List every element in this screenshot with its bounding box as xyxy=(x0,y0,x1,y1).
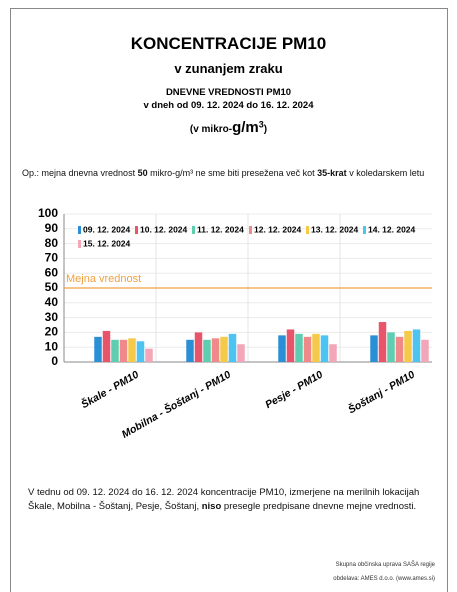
conclusion-text: V tednu od 09. 12. 2024 do 16. 12. 2024 … xyxy=(28,487,420,512)
conclusion-text: presegle predpisane dnevne mejne vrednos… xyxy=(221,501,417,512)
y-tick-label: 70 xyxy=(45,251,59,265)
unit-text: (v mikro- xyxy=(189,124,233,135)
legend-swatch xyxy=(192,226,195,234)
bar xyxy=(295,333,303,362)
bar xyxy=(102,330,111,362)
note-text: Op.: mejna dnevna vrednost xyxy=(22,168,138,178)
heading: DNEVNE VREDNOSTI PM10 xyxy=(165,87,292,98)
unit-text: 3 xyxy=(258,119,264,130)
note: Op.: mejna dnevna vrednost 50 mikro-g/m³… xyxy=(22,166,452,180)
footer: Skupna občinska uprava SAŠA regije xyxy=(335,562,435,568)
bar xyxy=(303,336,312,362)
x-tick-label: Škale - PM10 xyxy=(79,368,141,411)
bar xyxy=(404,330,412,362)
bar xyxy=(194,332,203,362)
bar xyxy=(111,339,119,362)
bar xyxy=(237,344,245,362)
note-text: v koledarskem letu xyxy=(346,168,425,178)
bar xyxy=(220,336,228,362)
note-text: 35-krat xyxy=(317,168,347,178)
legend-label: 10. 12. 2024 xyxy=(140,224,188,234)
y-tick-label: 50 xyxy=(45,280,59,294)
bar xyxy=(412,329,421,362)
legend-swatch xyxy=(306,226,309,234)
footer: obdelava: AMES d.o.o. (www.ames.si) xyxy=(333,576,435,582)
y-tick-label: 40 xyxy=(45,295,59,309)
y-tick-label: 0 xyxy=(51,354,58,368)
bar xyxy=(136,341,145,362)
bar xyxy=(203,339,211,362)
bar xyxy=(211,338,220,362)
legend-label: 15. 12. 2024 xyxy=(83,238,131,248)
y-tick-label: 90 xyxy=(45,221,59,235)
bar xyxy=(329,344,337,362)
bar xyxy=(395,336,404,362)
bar xyxy=(421,339,429,362)
bar xyxy=(387,332,395,362)
bar xyxy=(286,329,295,362)
unit-text: g/m xyxy=(232,119,259,136)
x-tick-label: Pesje - PM10 xyxy=(263,369,325,412)
range: v dneh od 09. 12. 2024 do 16. 12. 2024 xyxy=(143,100,314,111)
bar xyxy=(94,336,102,362)
note-text: 50 xyxy=(137,168,148,178)
bar xyxy=(320,335,329,362)
legend-swatch xyxy=(78,240,81,248)
bar xyxy=(378,322,387,362)
conclusion: V tednu od 09. 12. 2024 do 16. 12. 2024 … xyxy=(28,486,438,514)
y-tick-label: 60 xyxy=(45,265,59,279)
bar xyxy=(278,335,286,362)
y-tick-label: 100 xyxy=(38,206,58,220)
y-tick-label: 80 xyxy=(45,236,59,250)
title: KONCENTRACIJE PM10 xyxy=(130,34,327,53)
x-tick-label: Šoštanj - PM10 xyxy=(346,368,417,417)
legend-label: 12. 12. 2024 xyxy=(254,224,302,234)
bar xyxy=(145,348,153,362)
unit: (v mikro-g/m3) xyxy=(0,119,457,136)
legend-swatch xyxy=(363,226,366,234)
y-tick-label: 10 xyxy=(45,339,59,353)
y-tick-label: 30 xyxy=(45,310,59,324)
conclusion-text: niso xyxy=(201,501,222,512)
subtitle: v zunanjem zraku xyxy=(174,61,283,76)
unit-text: ) xyxy=(263,124,268,135)
legend-label: 14. 12. 2024 xyxy=(368,224,416,234)
threshold-label: Mejna vrednost xyxy=(66,273,141,285)
legend-label: 13. 12. 2024 xyxy=(311,224,359,234)
bar xyxy=(228,333,237,362)
bar xyxy=(128,338,136,362)
legend-swatch xyxy=(135,226,138,234)
legend-swatch xyxy=(249,226,252,234)
bar xyxy=(370,335,378,362)
bar xyxy=(119,339,128,362)
legend-label: 09. 12. 2024 xyxy=(83,224,131,234)
bar xyxy=(312,333,320,362)
bar xyxy=(186,339,194,362)
frame xyxy=(10,8,448,592)
legend-swatch xyxy=(78,226,81,234)
note-text: mikro-g/m³ ne sme biti presežena več kot xyxy=(147,168,318,178)
legend-label: 11. 12. 2024 xyxy=(197,224,244,234)
y-tick-label: 20 xyxy=(45,325,59,339)
